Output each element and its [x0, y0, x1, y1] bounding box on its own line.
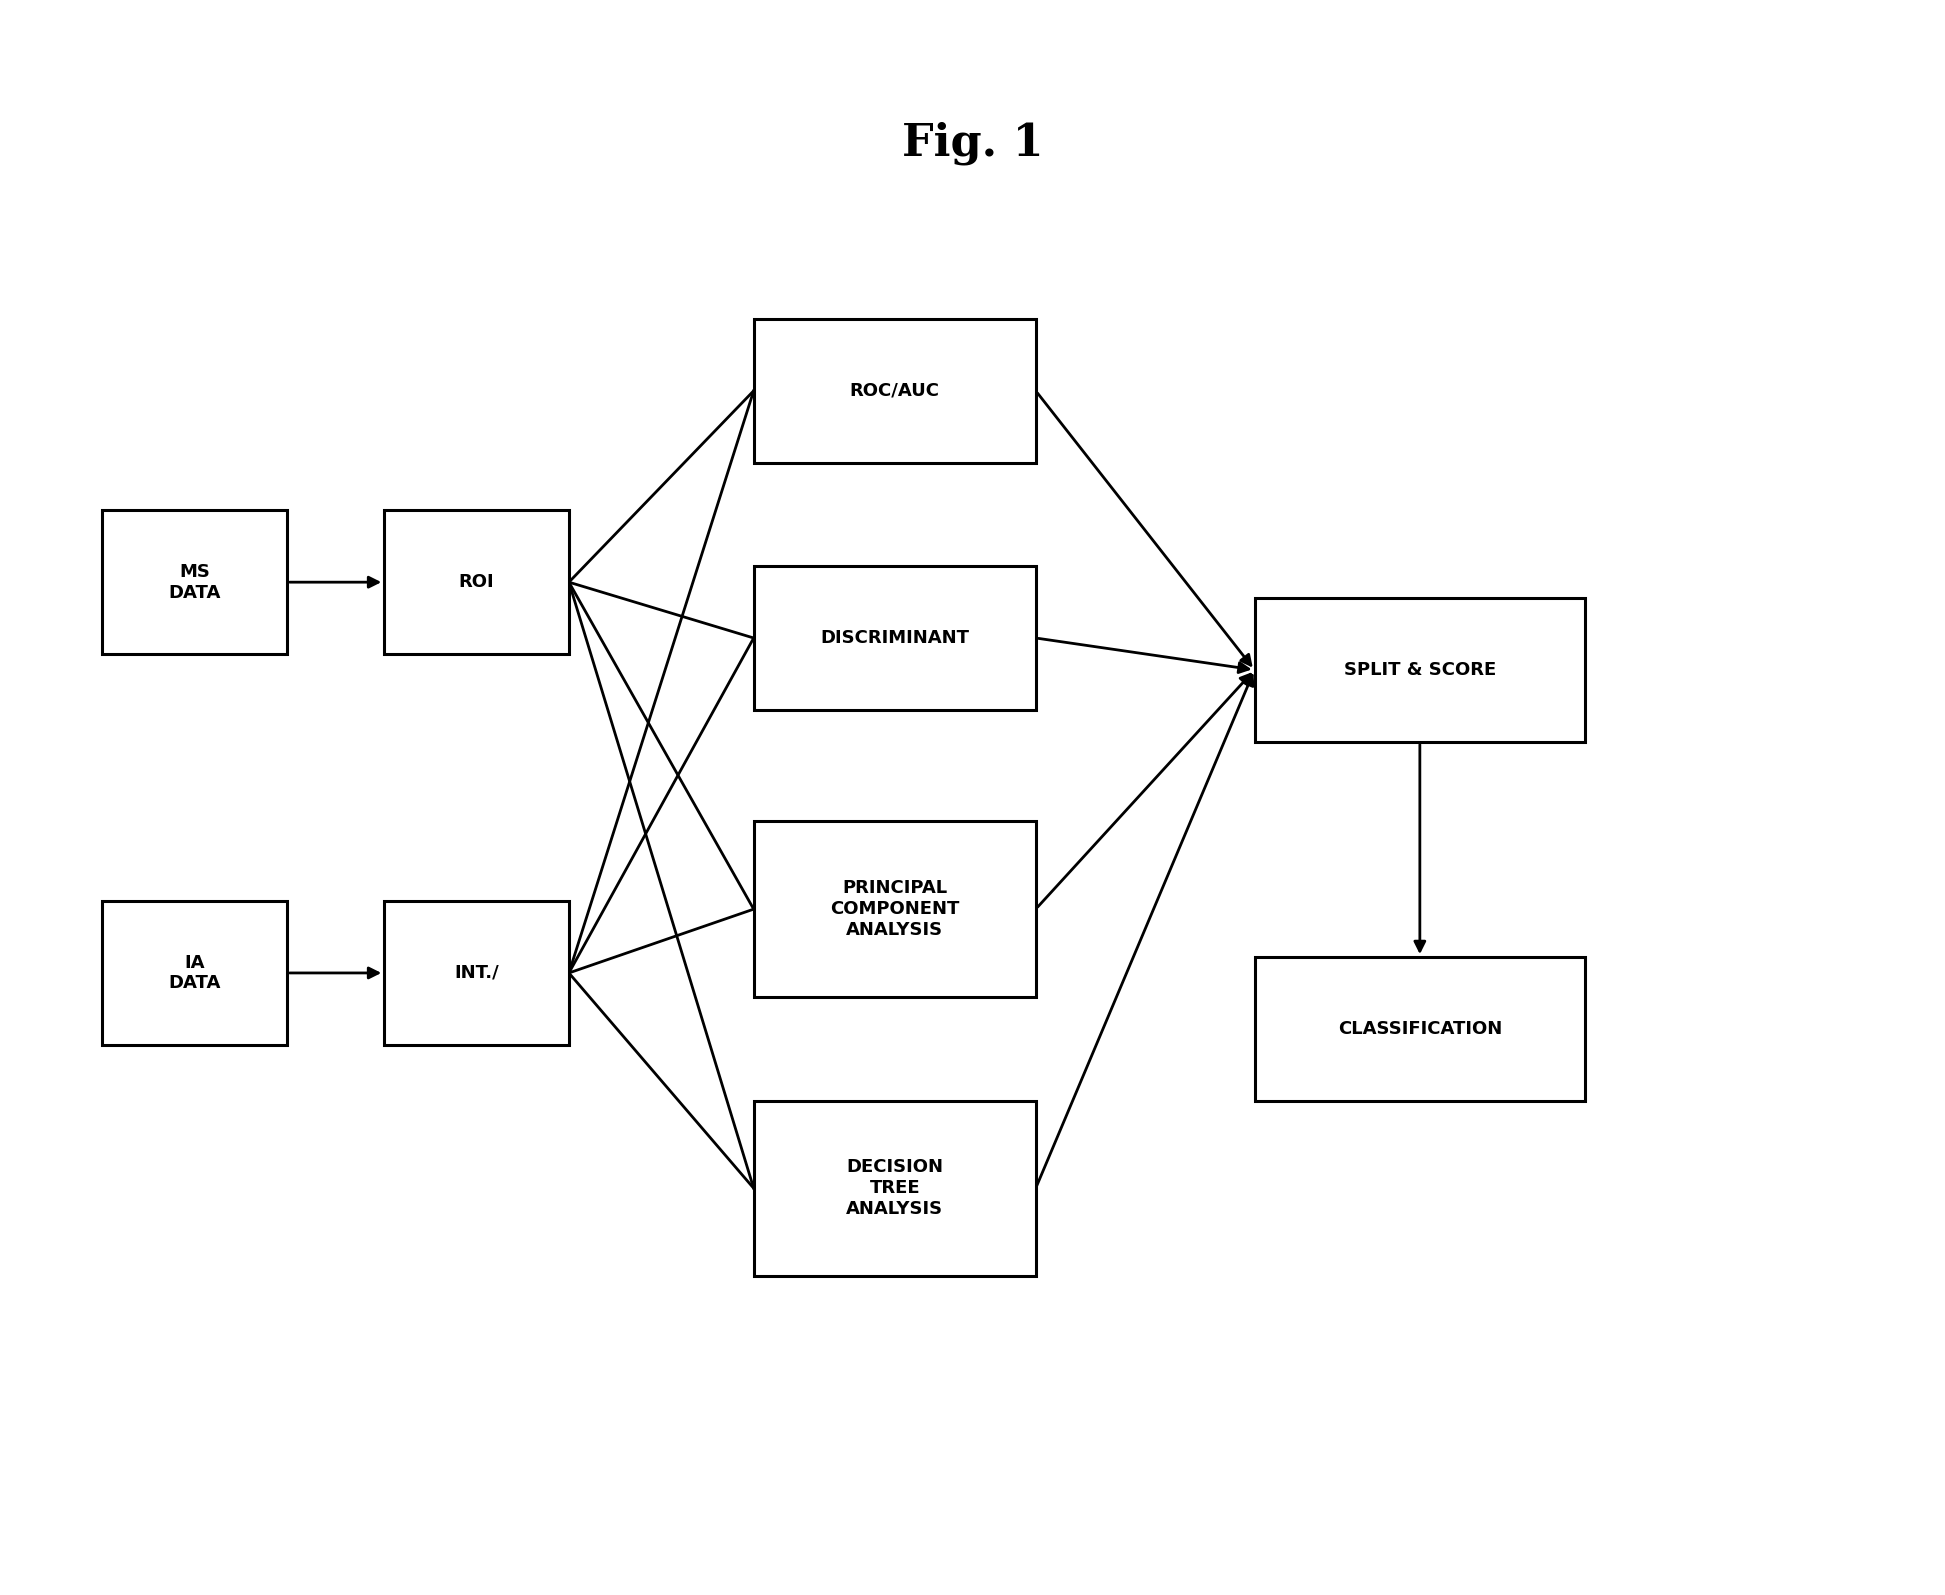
Text: Fig. 1: Fig. 1 — [902, 121, 1043, 166]
FancyBboxPatch shape — [103, 510, 288, 654]
FancyBboxPatch shape — [1255, 957, 1585, 1101]
Text: SPLIT & SCORE: SPLIT & SCORE — [1344, 660, 1496, 679]
FancyBboxPatch shape — [1255, 598, 1585, 742]
FancyBboxPatch shape — [385, 510, 568, 654]
Text: MS
DATA: MS DATA — [169, 563, 220, 601]
FancyBboxPatch shape — [753, 1101, 1035, 1276]
FancyBboxPatch shape — [753, 821, 1035, 997]
FancyBboxPatch shape — [385, 901, 568, 1045]
Text: INT./: INT./ — [453, 963, 500, 983]
Text: DECISION
TREE
ANALYSIS: DECISION TREE ANALYSIS — [846, 1158, 943, 1219]
FancyBboxPatch shape — [753, 566, 1035, 710]
Text: DISCRIMINANT: DISCRIMINANT — [821, 628, 969, 648]
FancyBboxPatch shape — [753, 319, 1035, 463]
Text: ROI: ROI — [459, 573, 494, 592]
Text: ROC/AUC: ROC/AUC — [850, 381, 939, 400]
Text: CLASSIFICATION: CLASSIFICATION — [1338, 1019, 1502, 1038]
Text: IA
DATA: IA DATA — [169, 954, 220, 992]
Text: PRINCIPAL
COMPONENT
ANALYSIS: PRINCIPAL COMPONENT ANALYSIS — [831, 879, 959, 939]
FancyBboxPatch shape — [103, 901, 288, 1045]
